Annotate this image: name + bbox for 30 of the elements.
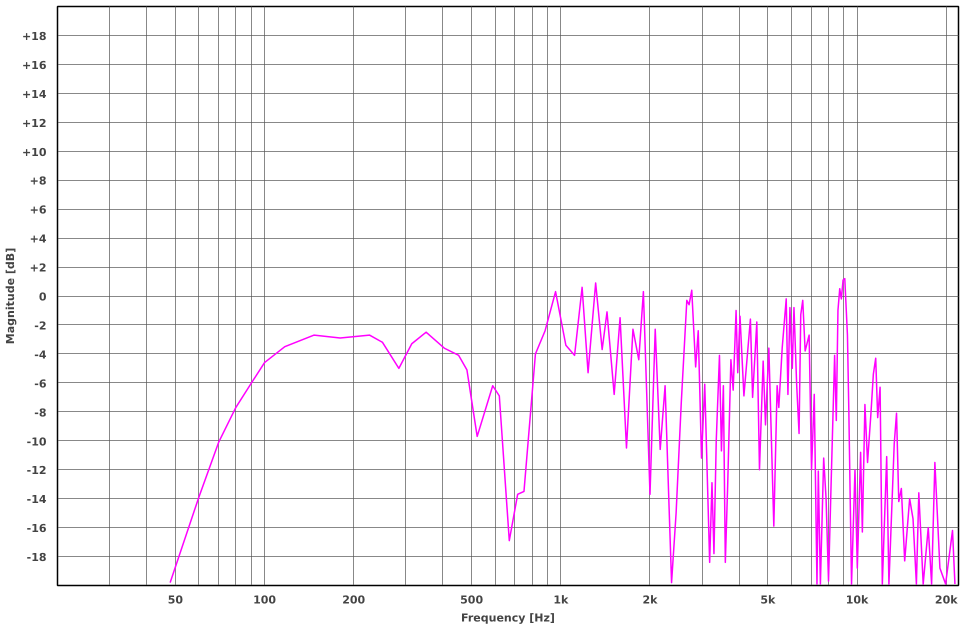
y-tick-label: +2 <box>30 262 47 275</box>
y-tick-label: -16 <box>26 522 47 536</box>
y-tick-label: +8 <box>30 174 47 188</box>
y-tick-label: -2 <box>34 319 47 332</box>
x-tick-label: 1k <box>553 594 569 606</box>
y-axis-title: Magnitude [dB] <box>4 248 17 344</box>
x-tick-label: 200 <box>342 594 366 606</box>
y-tick-label: +16 <box>22 58 47 72</box>
y-tick-label: +14 <box>22 88 47 101</box>
x-tick-label: 500 <box>460 594 484 606</box>
y-tick-label: -14 <box>26 493 47 506</box>
y-tick-label: +10 <box>22 146 47 159</box>
x-tick-label: 20k <box>934 594 958 606</box>
y-tick-label: -8 <box>34 406 47 420</box>
y-tick-label: +4 <box>30 232 47 246</box>
y-tick-label: -12 <box>26 464 46 478</box>
x-tick-label: 10k <box>846 594 870 606</box>
y-tick-label: -4 <box>34 348 47 362</box>
y-tick-label: -10 <box>26 435 47 448</box>
x-tick-label: 100 <box>253 594 276 606</box>
y-tick-label: +12 <box>22 116 47 130</box>
x-tick-label: 2k <box>642 594 658 606</box>
y-tick-label: +6 <box>30 204 47 217</box>
y-tick-label: -18 <box>26 551 46 564</box>
x-tick-label: 50 <box>168 594 184 606</box>
x-axis-title: Frequency [Hz] <box>461 612 555 624</box>
y-tick-label: -6 <box>34 377 47 390</box>
x-tick-label: 5k <box>760 594 776 606</box>
y-tick-label: 0 <box>38 290 47 304</box>
y-tick-label: +18 <box>22 30 47 43</box>
